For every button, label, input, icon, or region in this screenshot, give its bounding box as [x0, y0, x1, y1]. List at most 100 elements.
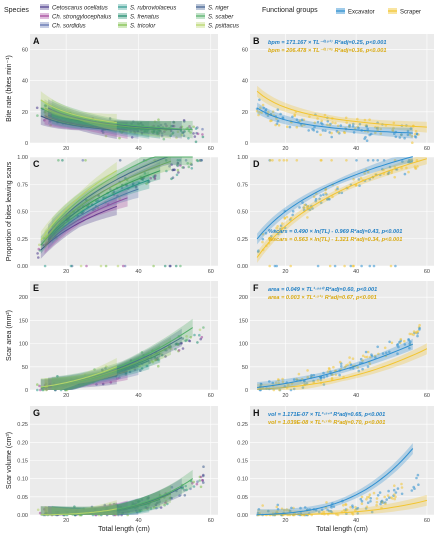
data-point — [174, 347, 177, 351]
equation-scraper: bpm = 206.478 × TL⁻⁰·⁷³⁵ R²adj=0.36, p<0… — [268, 47, 386, 54]
panel-A: 0 20 40 60 20 40 60 A Bite rate (bites min⁻¹) — [6, 34, 218, 152]
data-point — [171, 124, 175, 128]
species-fit-fit-line — [47, 188, 139, 241]
data-point — [406, 133, 410, 137]
data-point — [104, 134, 108, 138]
data-point — [154, 503, 158, 507]
data-point — [366, 350, 370, 354]
data-point — [41, 388, 44, 392]
panel-label: C — [33, 159, 40, 169]
y-tick-label: 0.05 — [17, 495, 28, 501]
data-point — [188, 125, 191, 128]
data-point — [287, 383, 290, 387]
data-point — [163, 130, 166, 133]
data-point — [120, 513, 123, 517]
y-tick-label: 0.25 — [237, 422, 248, 428]
data-point — [271, 159, 274, 162]
data-point — [316, 120, 320, 124]
x-tick-label: 20 — [282, 269, 288, 275]
panel-label: B — [253, 36, 260, 46]
data-point — [275, 510, 279, 514]
data-point — [54, 388, 57, 392]
data-point — [159, 506, 163, 509]
panel-label: A — [33, 36, 40, 46]
scraper-fit-line — [257, 348, 428, 390]
legend-species-label: S. frenatus — [130, 15, 159, 21]
data-point — [260, 383, 263, 386]
y-tick-label: 0.05 — [237, 495, 248, 501]
data-point — [352, 264, 356, 268]
data-point — [175, 136, 178, 139]
data-point — [316, 264, 320, 268]
data-point — [401, 160, 404, 163]
data-point — [367, 495, 371, 499]
data-point — [178, 494, 181, 497]
data-point — [181, 166, 184, 169]
species-fit-fit-line — [44, 115, 128, 131]
data-point — [328, 367, 331, 371]
data-point — [393, 497, 397, 501]
data-point — [328, 509, 331, 513]
species-fit-fit-line — [47, 156, 182, 234]
data-point — [365, 498, 368, 501]
y-tick-label: 0.10 — [17, 477, 28, 483]
y-tick-label: 0.20 — [17, 440, 28, 446]
data-point — [351, 506, 355, 509]
data-point — [196, 480, 199, 484]
panel-C: 0.00 0.25 0.50 0.75 1.00 20 40 60 C Proportion of… — [6, 155, 218, 275]
data-point — [348, 123, 352, 127]
data-point — [202, 481, 205, 484]
data-point — [181, 347, 185, 350]
data-point — [388, 340, 391, 344]
data-point — [407, 170, 410, 174]
data-point — [340, 365, 343, 368]
data-point — [292, 387, 296, 391]
data-point — [326, 123, 329, 126]
x-axis-label: Total length (cm) — [316, 526, 368, 533]
data-point — [321, 129, 325, 132]
species-fit-ribbon — [48, 328, 182, 390]
data-point — [143, 171, 147, 175]
data-point — [93, 368, 96, 371]
data-point — [416, 330, 420, 333]
y-tick-label: 50 — [22, 365, 28, 371]
data-point — [273, 264, 277, 268]
data-point — [43, 104, 47, 107]
legend-groups-title: Functional groups — [262, 7, 318, 14]
data-point — [172, 120, 175, 124]
x-tick-label: 20 — [282, 393, 288, 399]
y-tick-label: 40 — [22, 79, 28, 85]
data-point — [400, 482, 403, 486]
data-point — [379, 132, 383, 135]
data-point — [255, 109, 259, 113]
y-tick-label: 0.15 — [17, 459, 28, 465]
data-point — [368, 362, 372, 366]
data-point — [187, 165, 191, 169]
x-tick-label: 40 — [135, 518, 141, 524]
panel-H: 0.00 0.05 0.10 0.15 0.20 0.25 20 40 60 H vol = 1.1… — [237, 406, 434, 533]
legend-species-label: S. rubroviolaceus — [130, 6, 176, 12]
data-point — [396, 343, 400, 346]
data-point — [117, 513, 120, 517]
species-fit-ribbon — [44, 106, 128, 139]
data-point — [174, 343, 178, 346]
data-point — [338, 360, 342, 364]
species-fit-fit-line — [51, 114, 150, 131]
data-point — [169, 264, 172, 268]
data-point — [138, 510, 142, 513]
x-tick-label: 60 — [424, 146, 430, 152]
data-point — [405, 166, 408, 170]
species-fit-ribbon — [40, 197, 117, 259]
data-point — [198, 328, 202, 332]
data-point — [170, 177, 173, 181]
species-fit-ribbon — [40, 345, 161, 390]
data-point — [105, 513, 109, 517]
data-point — [289, 218, 292, 221]
scraper-fit-line — [256, 90, 427, 128]
data-point — [123, 264, 127, 268]
data-point — [145, 364, 149, 368]
data-point — [346, 363, 350, 367]
data-point — [183, 130, 186, 133]
data-point — [281, 380, 285, 384]
data-point — [44, 382, 48, 386]
